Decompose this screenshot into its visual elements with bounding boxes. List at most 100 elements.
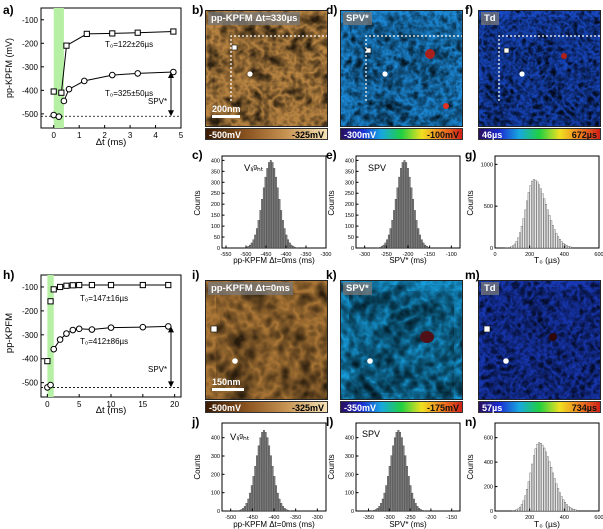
n-bar (522, 500, 525, 512)
h-point-circle (88, 326, 96, 333)
g-bar (519, 232, 521, 249)
g-bar (571, 247, 573, 249)
a-xtick-label: 2 (102, 131, 107, 140)
n-xtick-label: 200 (525, 515, 534, 521)
e-xtick-label: -150 (424, 252, 435, 258)
n-bar (524, 495, 527, 512)
h-spv-label: SPV* (148, 365, 167, 374)
map-f-title: Td (481, 12, 499, 25)
j-bar (282, 506, 284, 512)
e-bar (396, 187, 399, 249)
g-bar (517, 237, 520, 249)
e-bar (387, 234, 390, 249)
e-bar (415, 220, 418, 249)
panel-letter-b: b) (192, 3, 204, 17)
h-xtick-label: 10 (107, 400, 116, 409)
e-bar (403, 160, 406, 249)
g-bar (552, 225, 554, 249)
a-xtick-label: 0 (52, 131, 57, 140)
g-xtick-label: 200 (525, 252, 534, 258)
j-xlabel: pp-KPFM Δt=0ms (ms) (233, 520, 315, 529)
spv-map-k: SPV* (340, 280, 463, 400)
n-bar (517, 508, 520, 512)
j-bar (264, 432, 267, 512)
g-bar (513, 243, 516, 249)
a-ytick-label: -400 (22, 86, 39, 95)
l-ylabel: Counts (327, 454, 336, 479)
h-fit1-label: T₀=147±16µs (80, 294, 128, 303)
td-map-m-image (479, 281, 600, 399)
l-bar (404, 455, 407, 512)
n-bar (574, 509, 577, 512)
h-ytick-label: -400 (22, 355, 39, 364)
j-xtick-label: -500 (225, 515, 236, 521)
n-bar (520, 504, 523, 512)
j-bar (276, 492, 279, 512)
c-xtick-label: -450 (260, 252, 271, 258)
h-point-circle (139, 323, 147, 331)
panel-letter-d: d) (326, 3, 338, 17)
a-point-circle (55, 113, 63, 121)
n-bar (541, 444, 544, 512)
histogram-j: -500 -450 -400 -350 -300 400 300 200 100 0 Vₗᵢᵍₕₜ… (193, 422, 327, 529)
n-bar (536, 443, 539, 512)
n-bar (538, 442, 541, 512)
h-ytick-label: -300 (22, 331, 39, 340)
j-bar (257, 445, 260, 512)
g-bar (524, 209, 527, 249)
l-bar (400, 437, 403, 512)
g-bar (548, 215, 551, 249)
j-bar (249, 492, 251, 512)
j-bar (268, 445, 271, 512)
c-ytick-label: 150 (211, 213, 220, 219)
spv-map-d-image (341, 11, 462, 126)
h-point-square (63, 282, 70, 289)
j-bar (280, 503, 283, 512)
colorbar-f: 46µs 672µs (478, 128, 601, 140)
g-bar (543, 198, 546, 249)
n-bar (571, 508, 573, 512)
colorbar-m-min: 57µs (482, 403, 503, 413)
e-xtick-label: -100 (446, 252, 457, 258)
c-bar (261, 199, 264, 249)
n-bar (539, 443, 542, 512)
g-bar (555, 233, 558, 249)
j-bar (261, 432, 264, 512)
a-fit2-label: T₀=325±50µs (105, 89, 153, 98)
e-bar (382, 244, 385, 249)
c-bar (269, 160, 272, 249)
panel-letter-l: l) (326, 415, 334, 429)
e-ytick-label: 250 (345, 191, 354, 197)
l-xlabel: SPV* (ms) (389, 520, 427, 529)
c-bar (287, 239, 290, 249)
c-xtick-label: -550 (220, 252, 231, 258)
n-bar (567, 506, 570, 512)
a-spv-arrow-head-top (168, 72, 174, 78)
n-bar (564, 502, 567, 512)
e-ytick-label: 50 (348, 235, 354, 241)
a-point-circle (60, 97, 68, 105)
n-bar (555, 483, 558, 512)
c-bar (259, 210, 262, 249)
l-bar (418, 508, 421, 512)
e-ytick-label: 400 (345, 158, 354, 164)
a-point-square (134, 29, 141, 36)
l-bar (392, 445, 395, 512)
c-xlabel: pp-KPFM Δt=0ms (ms) (233, 256, 315, 265)
n-bar (548, 461, 551, 512)
j-ytick-label: 0 (217, 509, 220, 515)
n-bar (560, 496, 563, 512)
g-ytick-label: 1000 (481, 162, 493, 168)
histogram-e: -300 -250 -200 -150 -100 400 350 300 250 200 150 10… (327, 155, 461, 265)
l-bar (387, 476, 389, 512)
e-bar (405, 162, 408, 249)
a-xtick-label: 4 (153, 131, 158, 140)
c-bar (292, 246, 295, 249)
a-point-circle (108, 71, 116, 79)
l-xtick-label: -150 (446, 515, 457, 521)
l-xtick-label: -350 (363, 515, 374, 521)
c-bar (268, 162, 270, 249)
h-spv-arrow-head-bottom (168, 381, 174, 388)
c-bar (281, 220, 284, 249)
